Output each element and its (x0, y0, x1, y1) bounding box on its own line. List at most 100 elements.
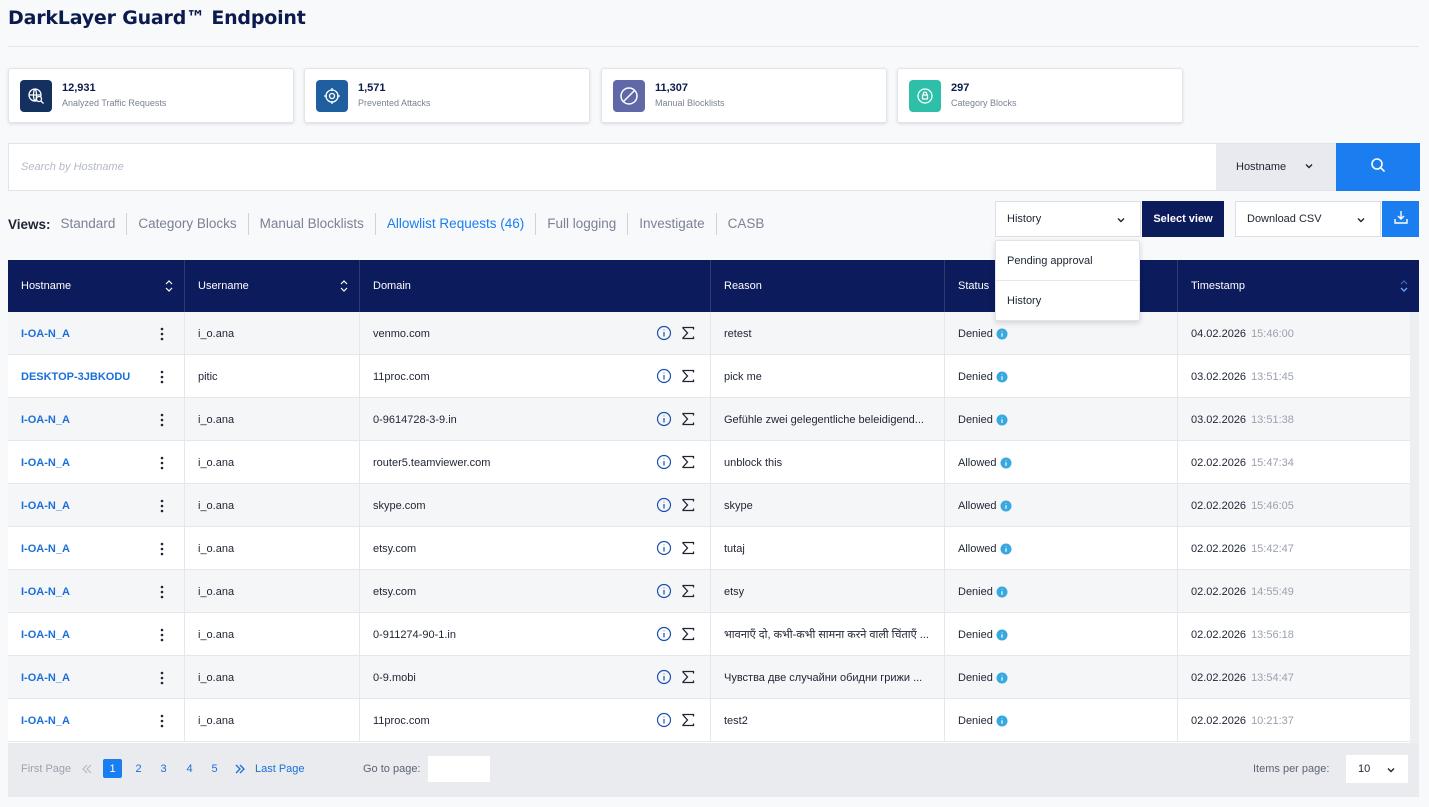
column-reason[interactable]: Reason (711, 260, 945, 312)
hostname-link[interactable]: I-OA-N_A (21, 327, 70, 340)
table-row[interactable]: I-OA-N_A i_o.ana etsy.com etsy Denied 02.02.2… (8, 570, 1410, 613)
search-type-select[interactable]: Hostname (1216, 144, 1336, 190)
hostname-link[interactable]: DESKTOP-3JBKODU (21, 370, 131, 383)
hostname-link[interactable]: I-OA-N_A (21, 542, 70, 555)
view-standard[interactable]: Standard (61, 213, 128, 235)
sort-icon[interactable] (339, 279, 349, 296)
view-full-logging[interactable]: Full logging (536, 213, 629, 235)
kebab-menu-icon[interactable] (158, 455, 166, 471)
sigma-icon[interactable] (680, 540, 696, 561)
goto-page-input[interactable] (428, 756, 490, 782)
download-csv-button[interactable] (1382, 201, 1419, 237)
kebab-menu-icon[interactable] (158, 713, 166, 729)
status-info-icon[interactable] (996, 586, 1008, 598)
menu-item-pending-approval[interactable]: Pending approval (996, 241, 1139, 281)
page-4[interactable]: 4 (186, 762, 193, 775)
info-icon[interactable] (656, 325, 672, 346)
kebab-menu-icon[interactable] (158, 369, 166, 385)
page-1[interactable]: 1 (103, 759, 122, 778)
search-button[interactable] (1336, 143, 1420, 191)
table-row[interactable]: I-OA-N_A i_o.ana 0-9.mobi Чувства две случа… (8, 656, 1410, 699)
info-icon[interactable] (656, 669, 672, 690)
table-scrollbar[interactable] (1410, 312, 1419, 743)
hostname-cell: I-OA-N_A (8, 441, 185, 484)
kebab-menu-icon[interactable] (158, 627, 166, 643)
menu-item-history[interactable]: History (1007, 295, 1042, 307)
table-row[interactable]: I-OA-N_A i_o.ana etsy.com tutaj Allowed 02.02… (8, 527, 1410, 570)
last-page-link[interactable]: Last Page (255, 762, 305, 775)
table-row[interactable]: DESKTOP-3JBKODU pitic 11proc.com pick me Den… (8, 355, 1410, 398)
view-category-blocks[interactable]: Category Blocks (127, 213, 249, 235)
history-select[interactable]: History (995, 201, 1141, 237)
column-hostname[interactable]: Hostname (8, 260, 185, 312)
info-icon[interactable] (656, 626, 672, 647)
page-2[interactable]: 2 (135, 762, 142, 775)
sigma-icon[interactable] (680, 368, 696, 389)
kebab-menu-icon[interactable] (158, 670, 166, 686)
table-row[interactable]: I-OA-N_A i_o.ana router5.teamviewer.com unb… (8, 441, 1410, 484)
status-info-icon[interactable] (996, 629, 1008, 641)
table-row[interactable]: I-OA-N_A i_o.ana venmo.com retest Denied 04.0… (8, 312, 1410, 355)
sort-icon[interactable] (1399, 279, 1409, 296)
sigma-icon[interactable] (680, 712, 696, 733)
download-csv-select[interactable]: Download CSV (1235, 201, 1381, 237)
status-info-icon[interactable] (1000, 457, 1012, 469)
sigma-icon[interactable] (680, 669, 696, 690)
column-timestamp[interactable]: Timestamp (1178, 260, 1419, 312)
status-info-icon[interactable] (1000, 500, 1012, 512)
status-info-icon[interactable] (996, 672, 1008, 684)
column-username[interactable]: Username (185, 260, 360, 312)
sigma-icon[interactable] (680, 497, 696, 518)
next-page-icon[interactable] (234, 759, 246, 778)
sigma-icon[interactable] (680, 454, 696, 475)
info-icon[interactable] (656, 411, 672, 432)
info-icon[interactable] (656, 583, 672, 604)
sort-icon[interactable] (164, 279, 174, 296)
search-input[interactable] (9, 144, 1215, 190)
status-info-icon[interactable] (996, 371, 1008, 383)
hostname-link[interactable]: I-OA-N_A (21, 628, 70, 641)
view-investigate[interactable]: Investigate (628, 213, 717, 235)
info-icon[interactable] (656, 454, 672, 475)
status-info-icon[interactable] (996, 715, 1008, 727)
status-info-icon[interactable] (996, 414, 1008, 426)
table-row[interactable]: I-OA-N_A i_o.ana 0-9614728-3-9.in Gefühle z… (8, 398, 1410, 441)
domain-cell: etsy.com (360, 570, 711, 613)
sigma-icon[interactable] (680, 583, 696, 604)
table-row[interactable]: I-OA-N_A i_o.ana 11proc.com test2 Denied 02.0… (8, 699, 1410, 742)
info-icon[interactable] (656, 540, 672, 561)
hostname-link[interactable]: I-OA-N_A (21, 499, 70, 512)
kebab-menu-icon[interactable] (158, 498, 166, 514)
items-per-page-select[interactable]: 10 (1346, 755, 1408, 783)
view-casb[interactable]: CASB (727, 216, 765, 231)
kebab-menu-icon[interactable] (158, 584, 166, 600)
sigma-icon[interactable] (680, 411, 696, 432)
hostname-link[interactable]: I-OA-N_A (21, 714, 70, 727)
status-info-icon[interactable] (996, 328, 1008, 340)
info-icon[interactable] (656, 368, 672, 389)
sigma-icon[interactable] (680, 626, 696, 647)
first-page-link[interactable]: First Page (21, 762, 72, 775)
status-info-icon[interactable] (1000, 543, 1012, 555)
view-manual-blocklists[interactable]: Manual Blocklists (249, 213, 376, 235)
hostname-cell: I-OA-N_A (8, 527, 185, 570)
kebab-menu-icon[interactable] (158, 541, 166, 557)
info-icon[interactable] (656, 712, 672, 733)
hostname-link[interactable]: I-OA-N_A (21, 585, 70, 598)
hostname-link[interactable]: I-OA-N_A (21, 671, 70, 684)
kebab-menu-icon[interactable] (158, 326, 166, 342)
prev-page-icon[interactable] (81, 759, 93, 778)
table-row[interactable]: I-OA-N_A i_o.ana skype.com skype Allowed 02.0… (8, 484, 1410, 527)
sigma-icon[interactable] (680, 325, 696, 346)
kebab-menu-icon[interactable] (158, 412, 166, 428)
column-status[interactable]: Status (945, 260, 1178, 312)
page-5[interactable]: 5 (211, 762, 218, 775)
info-icon[interactable] (656, 497, 672, 518)
page-3[interactable]: 3 (160, 762, 167, 775)
column-domain[interactable]: Domain (360, 260, 711, 312)
select-view-button[interactable]: Select view (1142, 201, 1224, 237)
hostname-link[interactable]: I-OA-N_A (21, 413, 70, 426)
view-allowlist-requests[interactable]: Allowlist Requests (46) (376, 213, 537, 235)
table-row[interactable]: I-OA-N_A i_o.ana 0-911274-90-1.in भावनाएँ द… (8, 613, 1410, 656)
hostname-link[interactable]: I-OA-N_A (21, 456, 70, 469)
